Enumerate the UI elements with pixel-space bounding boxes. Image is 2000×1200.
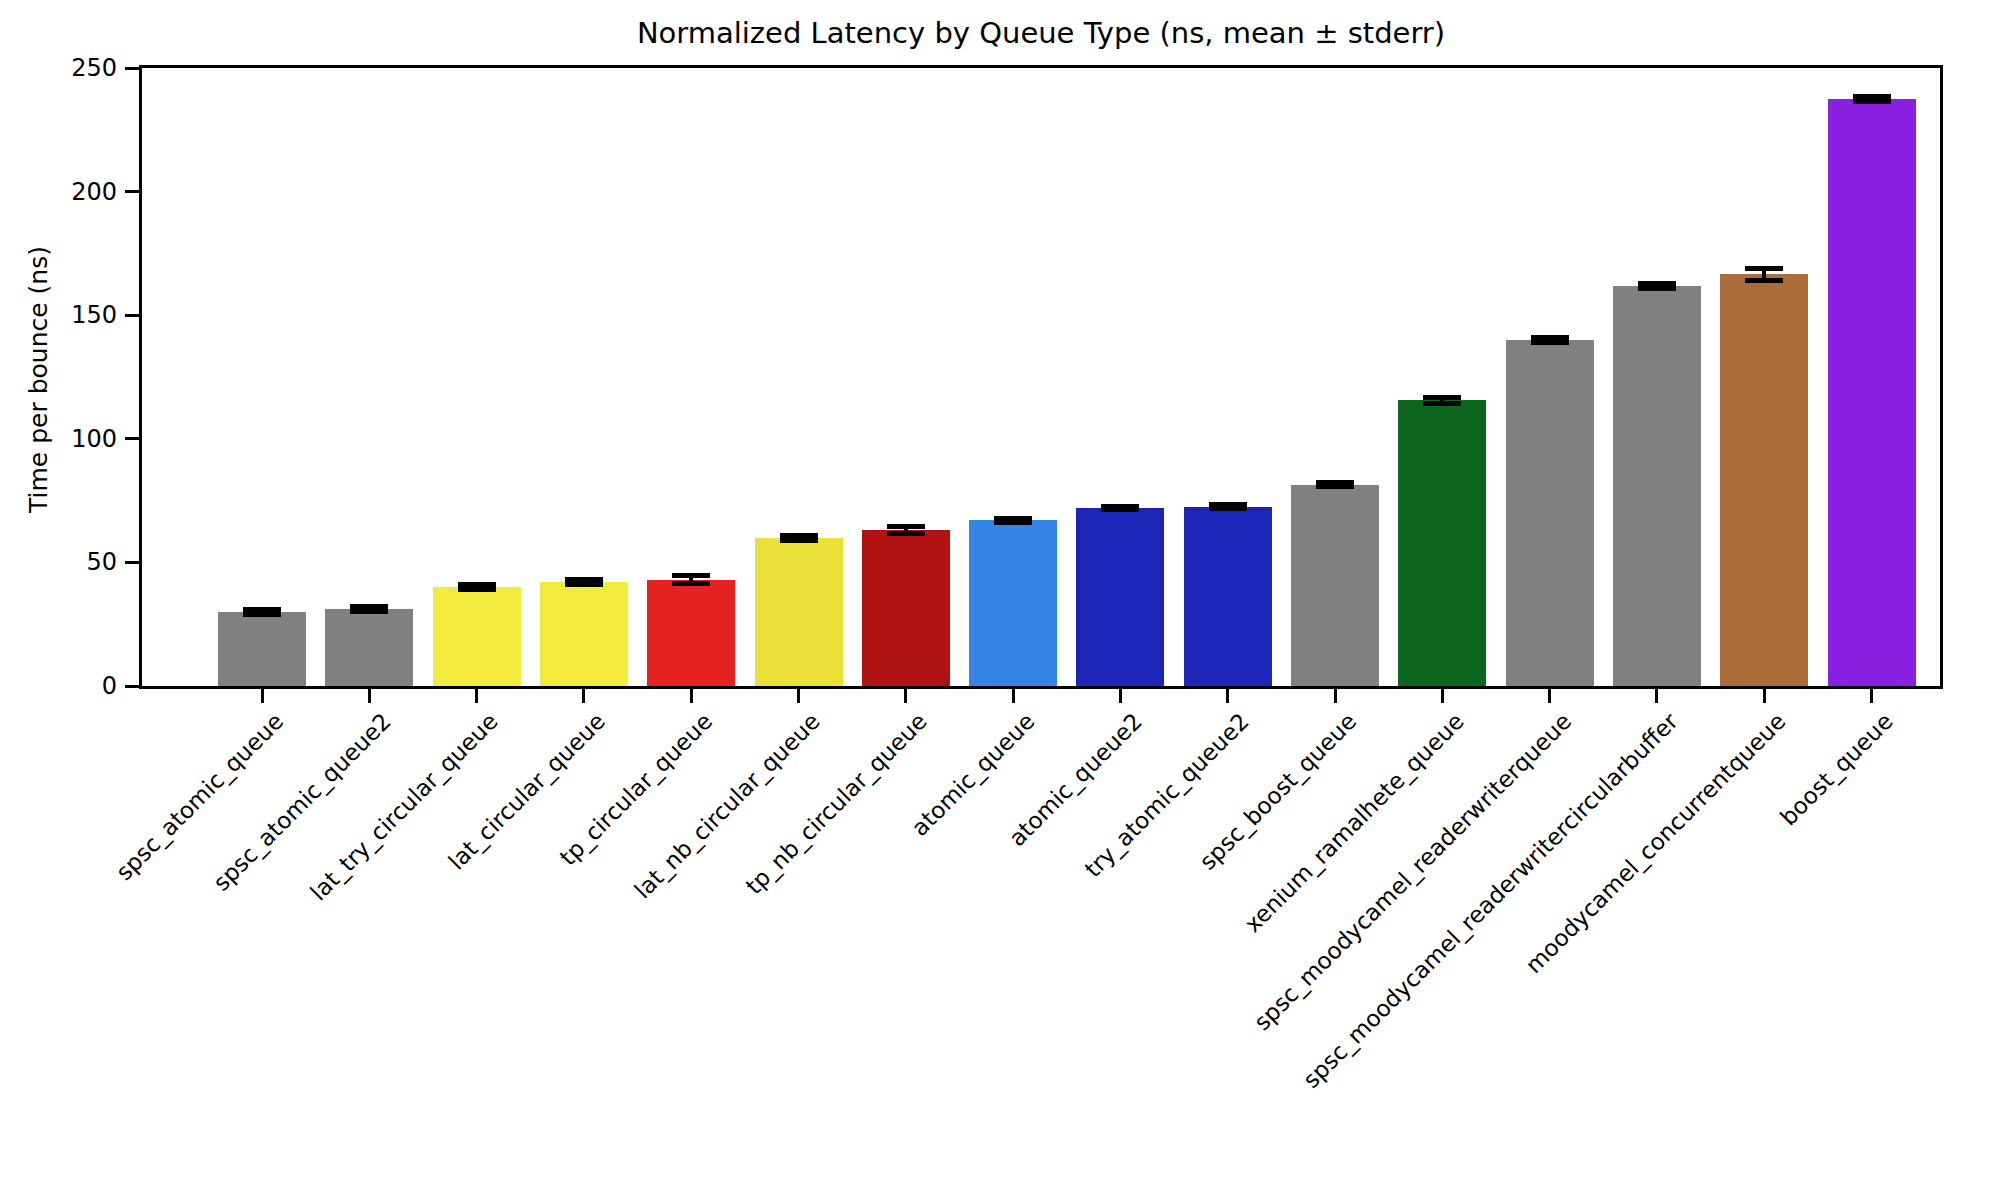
bar-lat_try_circular_queue — [433, 587, 521, 686]
error-bar-cap — [1745, 266, 1783, 271]
error-bar-cap — [1101, 507, 1139, 512]
y-tick-mark — [125, 190, 139, 193]
y-tick-label: 250 — [37, 56, 117, 80]
latency-bar-chart: Normalized Latency by Queue Type (ns, me… — [0, 0, 2000, 1200]
x-tick-mark — [582, 689, 585, 703]
error-bar-cap — [1423, 401, 1461, 406]
y-tick-mark — [125, 561, 139, 564]
bar-atomic_queue2 — [1076, 508, 1164, 686]
y-tick-label: 0 — [37, 674, 117, 698]
bar-moodycamel_concurrentqueue — [1720, 274, 1808, 686]
y-axis-label: Time per bounce (ns) — [24, 180, 53, 580]
error-bar-cap — [1423, 395, 1461, 400]
bar-lat_nb_circular_queue — [755, 538, 843, 686]
error-bar-cap — [350, 609, 388, 614]
x-tick-label-lat_nb_circular_queue: lat_nb_circular_queue — [629, 708, 824, 903]
bar-spsc_atomic_queue — [218, 612, 306, 686]
x-tick-mark — [475, 689, 478, 703]
x-tick-label-spsc_atomic_queue2: spsc_atomic_queue2 — [208, 708, 396, 896]
x-tick-label-spsc_moodycamel_readerwritercircularbuffer: spsc_moodycamel_readerwritercircularbuff… — [1298, 708, 1683, 1093]
error-bar-cap — [1316, 484, 1354, 489]
y-tick-mark — [125, 437, 139, 440]
x-tick-mark — [1334, 689, 1337, 703]
bar-boost_queue — [1828, 99, 1916, 686]
x-tick-mark — [1441, 689, 1444, 703]
y-tick-mark — [125, 67, 139, 70]
bar-lat_circular_queue — [540, 582, 628, 686]
error-bar-cap — [458, 587, 496, 592]
x-tick-mark — [1870, 689, 1873, 703]
error-bar-cap — [1638, 286, 1676, 291]
bar-tp_circular_queue — [647, 580, 735, 686]
bar-spsc_boost_queue — [1291, 485, 1379, 686]
y-tick-mark — [125, 685, 139, 688]
bar-tp_nb_circular_queue — [862, 530, 950, 686]
y-tick-label: 100 — [37, 427, 117, 451]
error-bar-cap — [243, 612, 281, 617]
x-tick-mark — [1763, 689, 1766, 703]
bar-spsc_atomic_queue2 — [325, 609, 413, 686]
x-tick-mark — [797, 689, 800, 703]
x-tick-mark — [1226, 689, 1229, 703]
x-tick-mark — [261, 689, 264, 703]
x-tick-label-boost_queue: boost_queue — [1775, 708, 1898, 831]
chart-title: Normalized Latency by Queue Type (ns, me… — [142, 16, 1940, 50]
bar-spsc_moodycamel_readerwritercircularbuffer — [1613, 286, 1701, 686]
bar-try_atomic_queue2 — [1184, 507, 1272, 686]
x-tick-mark — [1119, 689, 1122, 703]
x-tick-label-lat_try_circular_queue: lat_try_circular_queue — [306, 708, 503, 905]
bar-spsc_moodycamel_readerwriterqueue — [1506, 340, 1594, 686]
error-bar-cap — [672, 581, 710, 586]
x-tick-mark — [1655, 689, 1658, 703]
y-tick-label: 200 — [37, 180, 117, 204]
error-bar-cap — [1745, 278, 1783, 283]
x-tick-mark — [368, 689, 371, 703]
x-tick-label-tp_nb_circular_queue: tp_nb_circular_queue — [741, 708, 932, 899]
x-tick-mark — [1548, 689, 1551, 703]
error-bar-cap — [780, 538, 818, 543]
y-tick-mark — [125, 314, 139, 317]
bar-atomic_queue — [969, 520, 1057, 686]
x-tick-mark — [1012, 689, 1015, 703]
error-bar-cap — [887, 531, 925, 536]
x-tick-mark — [904, 689, 907, 703]
error-bar-cap — [565, 582, 603, 587]
x-tick-label-xenium_ramalhete_queue: xenium_ramalhete_queue — [1239, 708, 1468, 937]
y-tick-label: 50 — [37, 550, 117, 574]
error-bar-cap — [1531, 340, 1569, 345]
y-tick-label: 150 — [37, 303, 117, 327]
x-tick-mark — [690, 689, 693, 703]
error-bar-cap — [887, 524, 925, 529]
error-bar-cap — [1853, 99, 1891, 104]
error-bar-cap — [672, 573, 710, 578]
error-bar-cap — [994, 520, 1032, 525]
bar-xenium_ramalhete_queue — [1398, 400, 1486, 686]
error-bar-cap — [1209, 506, 1247, 511]
